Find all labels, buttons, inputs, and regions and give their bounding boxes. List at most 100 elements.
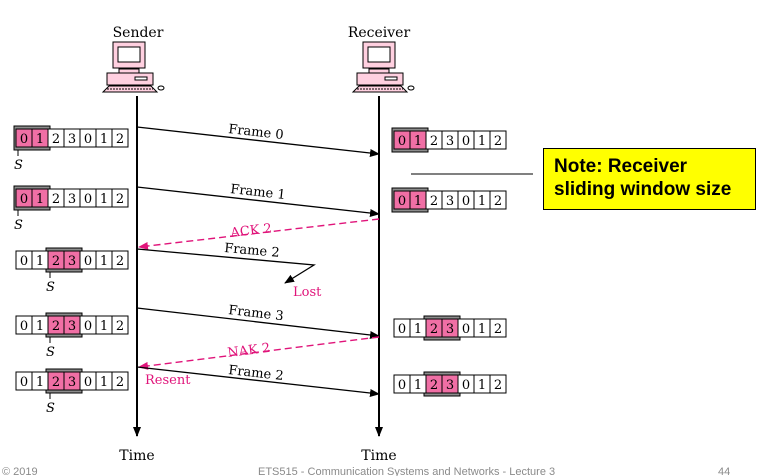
sequence-number: 3 — [68, 132, 76, 147]
sequence-number: 2 — [116, 132, 124, 147]
sequence-number: 3 — [68, 319, 76, 334]
sequence-cell — [489, 190, 507, 210]
footer-copyright: © 2019 — [2, 466, 38, 476]
sequence-cell — [489, 130, 507, 150]
sequence-number: 1 — [100, 319, 108, 334]
sequence-number: 2 — [116, 319, 124, 334]
sequence-number: 0 — [462, 322, 470, 337]
sequence-number: 1 — [414, 134, 422, 149]
footer-page-number: 44 — [718, 466, 731, 476]
frame2-lost-arrow — [136, 248, 316, 284]
sequence-number: 3 — [446, 194, 454, 209]
sequence-number: 0 — [398, 378, 406, 393]
note-line-1: Note: Receiver — [554, 156, 688, 177]
sequence-number: 1 — [478, 134, 486, 149]
sequence-number: 2 — [52, 375, 60, 390]
sequence-number: 0 — [20, 375, 28, 390]
frame3-label: Frame 3 — [228, 303, 285, 324]
sequence-number: 3 — [68, 254, 76, 269]
window-marker-s: S — [14, 158, 23, 173]
sequence-cell — [111, 250, 129, 270]
ack-label: ACK 2 — [229, 221, 273, 241]
lost-label: Lost — [293, 285, 322, 300]
sequence-number: 2 — [116, 254, 124, 269]
sequence-number: 0 — [462, 378, 470, 393]
sequence-number: 2 — [494, 134, 502, 149]
sequence-number: 1 — [36, 319, 44, 334]
sequence-cell — [489, 318, 507, 338]
sequence-number: 0 — [20, 192, 28, 207]
sequence-number: 1 — [478, 322, 486, 337]
sender-computer-icon — [101, 41, 165, 93]
sequence-number: 0 — [84, 319, 92, 334]
sequence-number: 0 — [84, 375, 92, 390]
sequence-number: 3 — [68, 375, 76, 390]
note-line-2: sliding window size — [554, 179, 732, 200]
sequence-number: 1 — [100, 132, 108, 147]
sequence-number: 0 — [398, 322, 406, 337]
frame0-label: Frame 0 — [228, 122, 285, 143]
sequence-number: 2 — [494, 378, 502, 393]
sequence-number: 0 — [84, 254, 92, 269]
sequence-number: 2 — [52, 254, 60, 269]
footer-course: ETS515 - Communication Systems and Netwo… — [258, 466, 556, 476]
resent-label: Resent — [145, 373, 191, 388]
sequence-cell — [111, 371, 129, 391]
sequence-number: 1 — [100, 254, 108, 269]
sequence-number: 2 — [52, 319, 60, 334]
frame3-arrow — [136, 307, 380, 339]
window-marker-s: S — [46, 401, 55, 416]
sequence-number: 0 — [20, 319, 28, 334]
frame0-arrow — [136, 126, 380, 157]
nak-label: NAK 2 — [227, 341, 271, 361]
sequence-number: 2 — [430, 322, 438, 337]
sequence-number: 1 — [36, 375, 44, 390]
sequence-number: 2 — [116, 375, 124, 390]
window-marker-s: S — [46, 280, 55, 295]
sender-window-4: 0 1 2 3 0 1 2S — [15, 312, 129, 360]
sequence-number: 1 — [36, 132, 44, 147]
sequence-cell — [111, 128, 129, 148]
sender-label: Sender — [113, 25, 164, 41]
sequence-number: 3 — [68, 192, 76, 207]
sequence-cell — [111, 188, 129, 208]
sequence-number: 2 — [52, 132, 60, 147]
sequence-number: 0 — [462, 134, 470, 149]
sequence-number: 1 — [414, 378, 422, 393]
frame1-arrow — [136, 186, 380, 217]
sequence-number: 2 — [430, 194, 438, 209]
sequence-number: 0 — [462, 194, 470, 209]
sequence-number: 2 — [116, 192, 124, 207]
receiver-time-label: Time — [361, 448, 396, 464]
sequence-number: 2 — [52, 192, 60, 207]
nak-arrow — [138, 336, 380, 370]
sequence-number: 0 — [398, 134, 406, 149]
sequence-number: 0 — [20, 132, 28, 147]
sequence-number: 2 — [430, 134, 438, 149]
window-marker-s: S — [14, 218, 23, 233]
frame1-label: Frame 1 — [230, 182, 287, 203]
ack-arrow — [138, 218, 380, 250]
sequence-number: 1 — [414, 194, 422, 209]
sequence-cell — [111, 315, 129, 335]
window-marker-s: S — [46, 345, 55, 360]
sequence-number: 0 — [84, 192, 92, 207]
sequence-number: 1 — [100, 375, 108, 390]
sender-window-5: 0 1 2 3 0 1 2S — [15, 368, 129, 416]
frame2-label: Frame 2 — [224, 241, 281, 261]
sender-window-2: 0 1 2 3 0 1 2S — [13, 185, 129, 233]
sequence-number: 2 — [494, 322, 502, 337]
sequence-number: 1 — [478, 378, 486, 393]
sender-window-1: 0 1 2 3 0 1 2S — [13, 125, 129, 173]
sequence-cell — [489, 374, 507, 394]
sequence-number: 3 — [446, 378, 454, 393]
sequence-number: 0 — [84, 132, 92, 147]
note-box: Note: Receiver sliding window size — [543, 148, 756, 210]
sequence-number: 1 — [478, 194, 486, 209]
sequence-number: 0 — [20, 254, 28, 269]
sequence-number: 2 — [430, 378, 438, 393]
receiver-computer-icon — [351, 41, 415, 93]
